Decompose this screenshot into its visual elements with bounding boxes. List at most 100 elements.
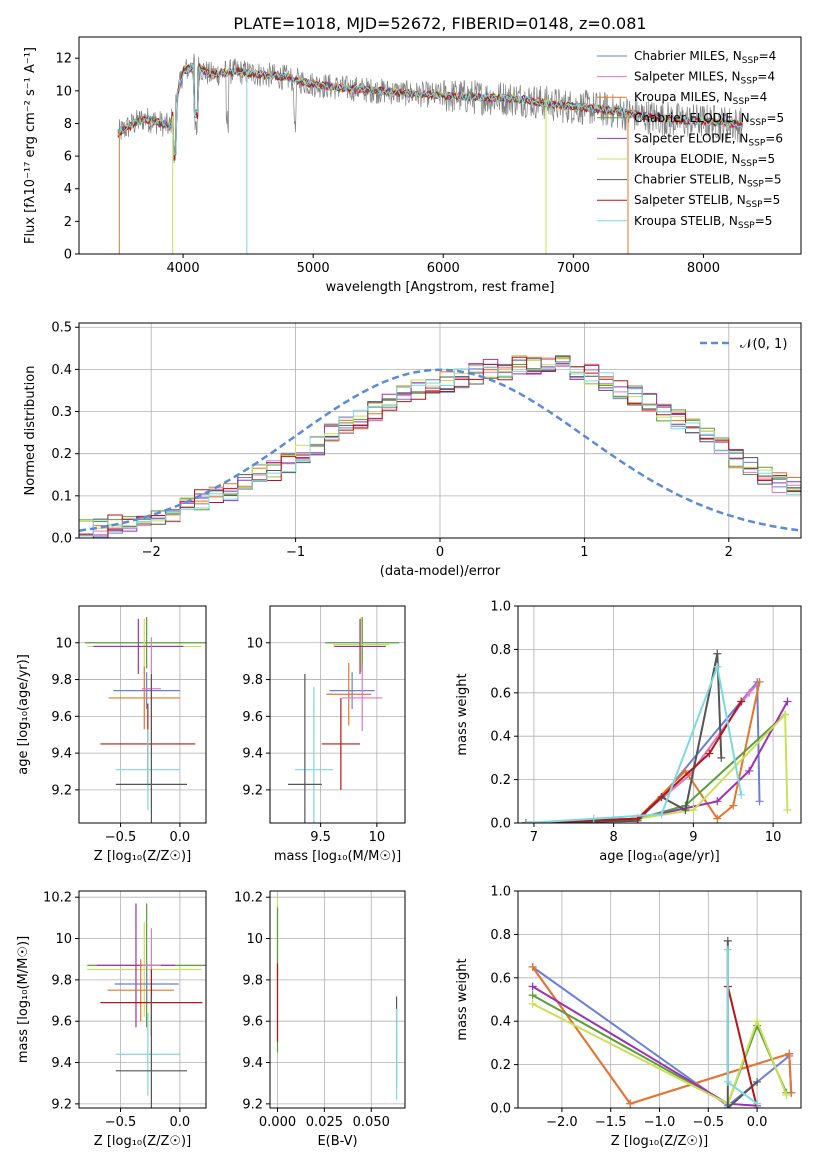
weight-marker-chabrier_stelib [713,649,722,658]
y-axis-label: mass weight [455,673,470,755]
panel-mass_vs_Z: −0.5 0.0 9.2 9.4 9.6 9.8 10 10.2 Z [log₁₀(Z/Z☉)]… [16,890,207,1149]
weight-marker-chabrier_elodie [528,991,537,1000]
x-tick-label: −2.0 [546,1115,578,1130]
x-axis-label: mass [log₁₀(M/M☉)] [274,849,401,864]
x-tick-label: 9.5 [310,830,331,845]
weight-marker-kroupa_miles [755,677,764,686]
legend-suffix: =5 [766,111,784,125]
y-tick-label: 9.2 [51,1097,72,1112]
plot-area [276,897,398,1100]
weight-marker-kroupa_miles [681,766,690,775]
plot-area [87,903,206,1108]
x-tick-label: −0.5 [105,1115,137,1130]
x-tick-label: 6000 [427,261,460,276]
panel-spectrum: 4000 5000 6000 7000 8000 0 2 4 6 8 10 12 wavelength … [23,36,802,295]
weight-marker-chabrier_stelib [723,936,732,945]
x-tick-label: 9 [689,830,697,845]
panel-age_vs_mass: 9.5 10 9.2 9.4 9.6 9.8 10 mass [log₁₀(M/M☉)] [242,605,406,864]
plot-area [84,617,206,823]
x-axis-label: wavelength [Angstrom, rest frame] [326,280,555,295]
plot-area [79,355,801,538]
y-tick-label: 4 [64,182,72,197]
weight-marker-kroupa_miles [528,962,537,971]
weight-marker-salpeter_elodie [745,766,754,775]
weight-marker-chabrier_stelib [723,1104,732,1108]
weight-marker-kroupa_stelib [753,1099,762,1108]
panel-mass_weight_vs_Z: −2.0 −1.5 −1.0 −0.5 0.0 0.0 0.2 0.4 0.6 0.8 1.0 Z [… [455,885,802,1149]
y-tick-label: 9.2 [242,1097,263,1112]
weight-marker-salpeter_stelib [705,749,714,758]
y-tick-label: 10.2 [234,891,263,906]
weight-marker-kroupa_miles [626,1099,635,1108]
plot-area [117,53,743,254]
x-tick-label: −2 [142,545,161,560]
panel-residuals: −2 −1 0 1 2 0.0 0.1 0.2 0.3 0.4 0.5 (data-model)/er… [23,321,802,579]
weight-line-salpeter_stelib [726,986,759,1108]
legend-suffix: =4 [757,70,775,84]
x-axis-label: Z [log₁₀(Z/Z☉)] [94,849,191,864]
x-axis-label: E(B-V) [317,1134,357,1149]
weight-marker-kroupa_elodie [753,1017,762,1026]
x-tick-label: −0.5 [693,1115,725,1130]
y-axis-label: Normed distribution [23,366,38,496]
y-tick-label: 0.6 [490,686,511,701]
y-tick-label: 10 [55,932,72,947]
y-tick-label: 9.2 [51,783,72,798]
x-tick-label: 0.0 [170,1115,191,1130]
legend-suffix: =5 [757,152,775,166]
y-tick-label: 0.8 [490,928,511,943]
legend-label: Chabrier MILES, NSSP=4 [634,49,776,66]
x-tick-label: 7000 [557,261,590,276]
y-tick-label: 12 [55,52,72,67]
weight-marker-kroupa_elodie [689,805,698,814]
x-tick-label: −1.0 [644,1115,676,1130]
panel-mass_weight_vs_age: 7 8 9 10 0.0 0.2 0.4 0.6 0.8 1.0 age [log₁₀(age/yr… [455,600,802,864]
y-tick-label: 0.4 [51,363,72,378]
plot-area [528,936,796,1108]
y-axis-label: Flux [fλ10⁻¹⁷ erg cm⁻² s⁻¹ A⁻¹] [23,47,38,244]
x-tick-label: −0.5 [105,830,137,845]
weight-marker-kroupa_elodie [781,710,790,719]
weight-line-salpeter_elodie [525,701,789,823]
axes-frame [269,605,406,824]
weight-line-kroupa_miles [531,966,793,1105]
x-tick-label: 5000 [297,261,330,276]
weight-marker-chabrier_stelib [681,805,690,814]
weight-marker-salpeter_elodie [713,797,722,806]
y-tick-label: 8 [64,117,72,132]
y-tick-label: 9.8 [51,673,72,688]
y-tick-label: 0.2 [490,1058,511,1073]
y-tick-label: 0.2 [51,447,72,462]
weight-marker-kroupa_stelib [521,819,530,823]
x-axis-label: age [log₁₀(age/yr)] [599,849,720,864]
x-tick-label: 0.050 [353,1115,390,1130]
legend-label: Kroupa STELIB, NSSP=5 [634,214,772,231]
y-axis-label: age [log₁₀(age/yr)] [16,654,31,775]
y-tick-label: 2 [64,215,72,230]
legend-suffix: =4 [750,90,768,104]
weight-marker-salpeter_elodie [528,982,537,991]
legend-label: 𝒩(0, 1) [740,337,787,352]
y-tick-label: 10 [246,636,263,651]
weight-line-salpeter_stelib [525,700,743,823]
y-tick-label: 0.0 [490,1102,511,1117]
legend-subscript: SSP [742,56,759,66]
y-tick-label: 0.5 [51,321,72,336]
plot-area [521,649,792,823]
panel-age_vs_Z: −0.5 0.0 9.2 9.4 9.6 9.8 10 Z [log₁₀(Z/Z☉)] age … [16,605,207,864]
y-tick-label: 10 [55,84,72,99]
x-tick-label: 7 [530,830,538,845]
y-tick-label: 10.2 [43,891,72,906]
x-tick-label: 0.0 [170,830,191,845]
histogram-kroupa_stelib [79,361,801,537]
y-tick-label: 9.8 [51,973,72,988]
x-tick-label: 0 [436,545,444,560]
weight-marker-salpeter_miles [745,688,754,697]
y-tick-label: 9.6 [51,710,72,725]
axes-frame [78,605,207,824]
legend-subscript: SSP [741,159,758,169]
y-tick-label: 0.1 [51,489,72,504]
legend-label: Salpeter ELODIE, NSSP=6 [634,131,783,148]
axes-frame [269,890,406,1109]
y-tick-label: 1.0 [490,600,511,615]
